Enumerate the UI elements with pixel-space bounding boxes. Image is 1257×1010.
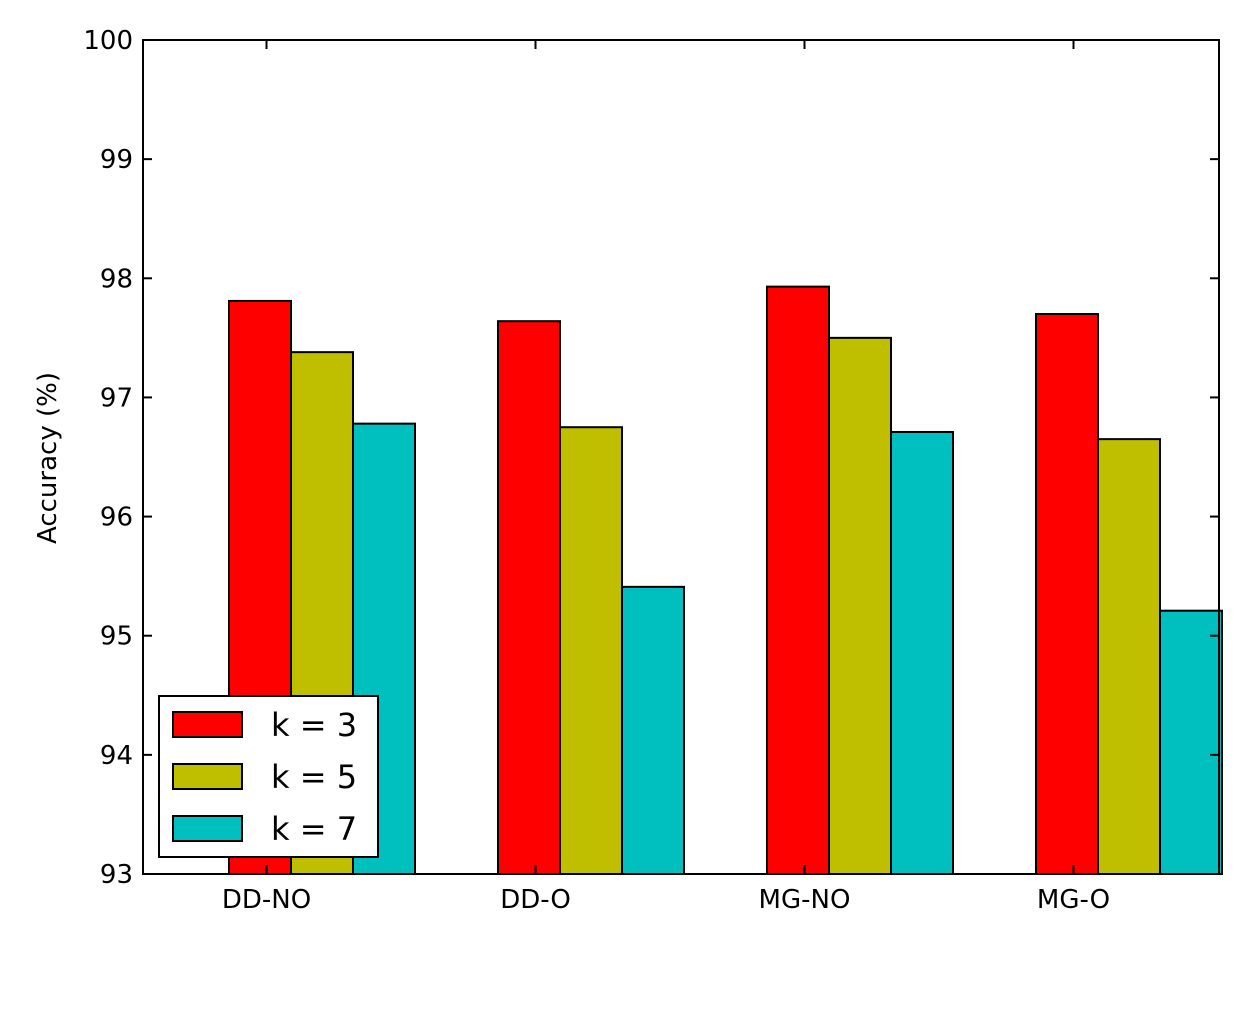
legend-swatch-2 <box>172 763 243 790</box>
bar-mg-o-series-3 <box>1159 609 1223 875</box>
y-tick-label: 98 <box>100 264 133 294</box>
legend-label-3: k = 7 <box>271 810 357 848</box>
bar-mg-no-series-3 <box>890 430 954 875</box>
plot-frame <box>142 39 1220 875</box>
bar-dd-o-series-3 <box>621 585 685 875</box>
x-tick-label: MG-NO <box>759 885 851 915</box>
bar-mg-o-series-2 <box>1097 438 1161 875</box>
y-tick-label: 93 <box>100 860 133 890</box>
y-tick-label: 94 <box>100 741 133 771</box>
bar-dd-o-series-2 <box>559 426 623 875</box>
y-tick-label: 95 <box>100 622 133 652</box>
x-tick-label: DD-NO <box>222 885 311 915</box>
x-tick-label: MG-O <box>1037 885 1110 915</box>
bar-mg-no-series-2 <box>828 336 892 876</box>
legend-swatch-1 <box>172 711 243 738</box>
y-tick-label: 100 <box>83 26 133 56</box>
y-tick-label: 97 <box>100 383 133 413</box>
legend-swatch-3 <box>172 815 243 842</box>
bar-mg-no-series-1 <box>766 285 830 875</box>
legend-label-1: k = 3 <box>271 706 357 744</box>
bar-mg-o-series-1 <box>1035 313 1099 875</box>
legend-label-2: k = 5 <box>271 758 357 796</box>
y-tick-label: 96 <box>100 503 133 533</box>
x-tick-label: DD-O <box>500 885 571 915</box>
legend: k = 3 k = 5 k = 7 <box>158 695 379 858</box>
y-axis-label: Accuracy (%) <box>33 372 63 544</box>
y-tick-label: 99 <box>100 145 133 175</box>
axes-layer: 93 94 95 96 97 98 99 100 DD-NO DD-O MG-NO MG-O <box>83 26 1220 915</box>
bar-dd-o-series-1 <box>497 320 561 876</box>
